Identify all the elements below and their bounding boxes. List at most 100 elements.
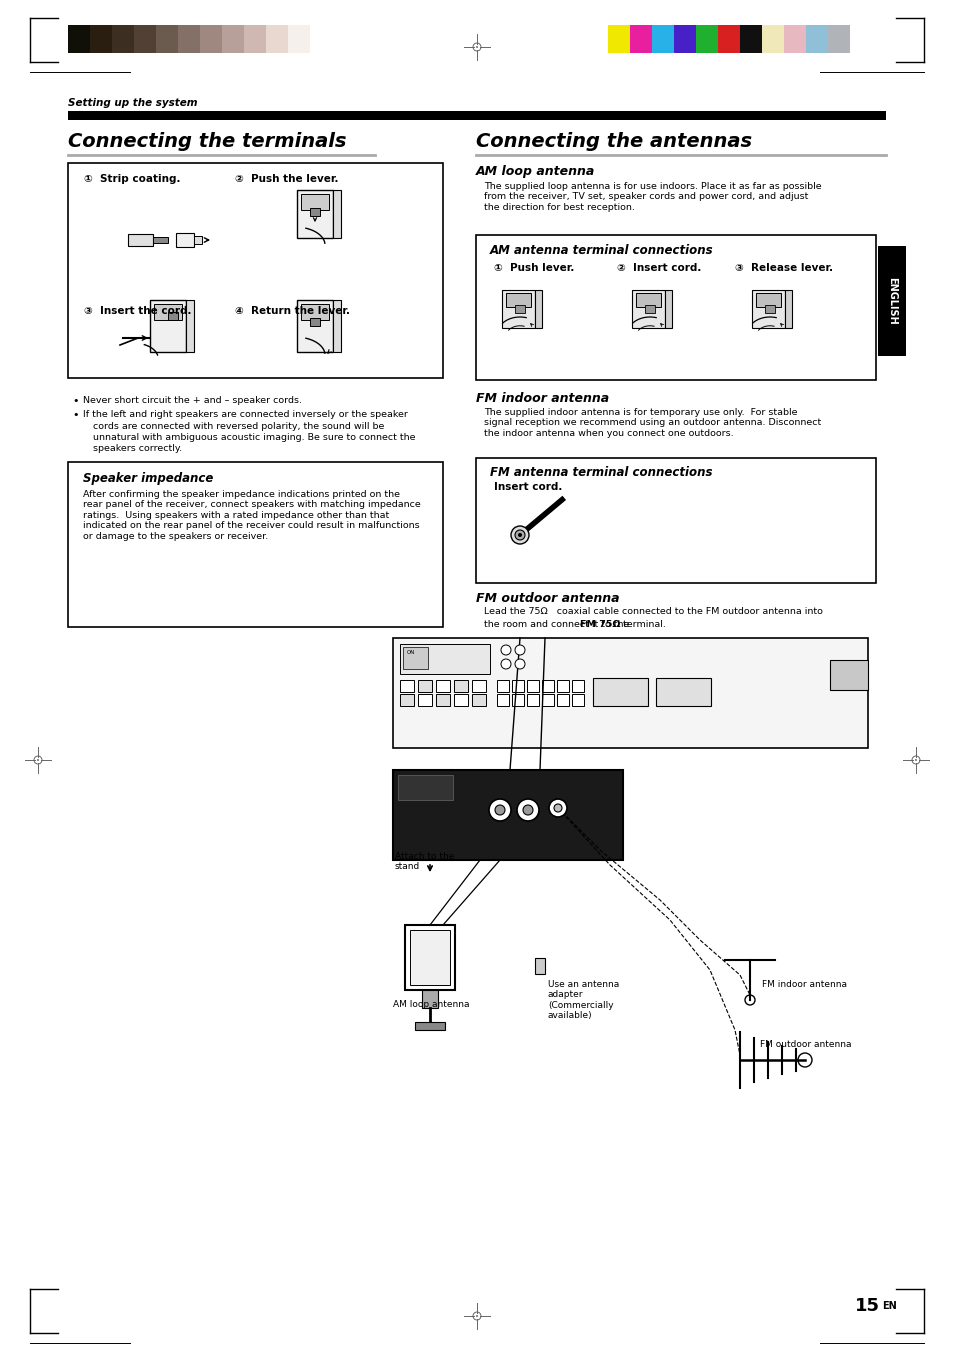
Bar (557, 694, 568, 707)
Bar (476, 235, 875, 380)
Bar (186, 300, 193, 353)
Bar (472, 694, 485, 707)
Bar (877, 246, 905, 357)
Circle shape (914, 759, 916, 761)
Bar (829, 661, 867, 690)
Bar (90, 26, 112, 53)
Bar (417, 680, 432, 692)
Bar (436, 680, 450, 692)
Circle shape (517, 534, 521, 536)
Bar (200, 26, 222, 53)
Bar (222, 26, 244, 53)
Circle shape (517, 798, 538, 821)
Text: Connecting the terminals: Connecting the terminals (68, 132, 346, 151)
Bar (572, 694, 583, 707)
Text: 15: 15 (854, 1297, 879, 1315)
Bar (651, 26, 673, 53)
Bar (476, 458, 875, 584)
Bar (696, 26, 718, 53)
Text: ④  Return the lever.: ④ Return the lever. (234, 305, 350, 316)
Circle shape (476, 1315, 477, 1317)
Bar (152, 236, 168, 243)
Text: speakers correctly.: speakers correctly. (92, 444, 182, 453)
Text: The supplied indoor antenna is for temporary use only.  For stable
signal recept: The supplied indoor antenna is for tempo… (483, 408, 821, 438)
Circle shape (500, 659, 511, 669)
Text: ①  Strip coating.: ① Strip coating. (84, 174, 180, 184)
Bar (156, 26, 178, 53)
Text: Setting up the system: Setting up the system (68, 99, 197, 108)
Bar (333, 300, 340, 353)
Text: ON: ON (407, 650, 415, 655)
Bar (761, 26, 783, 53)
Bar (673, 26, 696, 53)
Bar (310, 208, 319, 216)
Bar (150, 300, 186, 353)
Circle shape (554, 804, 561, 812)
Text: FM outdoor antenna: FM outdoor antenna (476, 592, 618, 605)
Bar (505, 293, 531, 307)
Bar (572, 680, 583, 692)
Bar (68, 111, 885, 120)
Text: If the left and right speakers are connected inversely or the speaker: If the left and right speakers are conne… (83, 409, 408, 419)
Bar (333, 190, 340, 238)
Text: FM indoor antenna: FM indoor antenna (476, 392, 608, 405)
Bar (421, 990, 437, 1008)
Text: ①  Push lever.: ① Push lever. (494, 263, 574, 273)
Text: FM 75Ω: FM 75Ω (579, 620, 619, 630)
Text: ②  Insert cord.: ② Insert cord. (617, 263, 700, 273)
Bar (399, 694, 414, 707)
Bar (497, 694, 509, 707)
Bar (718, 26, 740, 53)
Text: Insert cord.: Insert cord. (494, 482, 561, 492)
Bar (296, 300, 333, 353)
Bar (288, 26, 310, 53)
Bar (472, 680, 485, 692)
Text: FM outdoor antenna: FM outdoor antenna (760, 1040, 851, 1048)
Bar (244, 26, 266, 53)
Text: ENGLISH: ENGLISH (886, 277, 896, 324)
Text: cords are connected with reversed polarity, the sound will be: cords are connected with reversed polari… (92, 422, 384, 431)
Text: ②  Push the lever.: ② Push the lever. (234, 174, 338, 184)
Circle shape (500, 644, 511, 655)
Bar (399, 644, 490, 674)
Circle shape (511, 526, 529, 544)
Bar (515, 305, 524, 313)
Bar (301, 304, 329, 320)
Bar (397, 775, 453, 800)
Bar (535, 958, 544, 974)
Bar (593, 678, 647, 707)
Bar (402, 647, 428, 669)
Circle shape (522, 805, 533, 815)
Bar (417, 694, 432, 707)
Bar (436, 694, 450, 707)
Text: Use an antenna
adapter
(Commercially
available): Use an antenna adapter (Commercially ava… (547, 979, 618, 1020)
Circle shape (548, 798, 566, 817)
Text: After confirming the speaker impedance indications printed on the
rear panel of : After confirming the speaker impedance i… (83, 490, 420, 540)
Circle shape (495, 805, 504, 815)
Bar (310, 317, 319, 326)
Bar (393, 770, 622, 861)
Bar (535, 290, 541, 328)
Bar (175, 232, 193, 247)
Bar (656, 678, 710, 707)
Bar (168, 312, 178, 320)
Circle shape (489, 798, 511, 821)
Bar (631, 290, 664, 328)
Bar (301, 195, 329, 209)
Circle shape (744, 994, 754, 1005)
Circle shape (37, 759, 39, 761)
Bar (454, 680, 468, 692)
Bar (636, 293, 660, 307)
Bar (68, 163, 442, 378)
Text: Connecting the antennas: Connecting the antennas (476, 132, 751, 151)
Bar (827, 26, 849, 53)
Bar (193, 236, 202, 245)
Bar (629, 26, 651, 53)
Bar (128, 234, 152, 246)
Bar (526, 694, 538, 707)
Bar (751, 290, 784, 328)
Text: Attach to the
stand: Attach to the stand (395, 852, 454, 871)
Bar (512, 694, 523, 707)
Circle shape (515, 644, 524, 655)
Bar (68, 26, 90, 53)
